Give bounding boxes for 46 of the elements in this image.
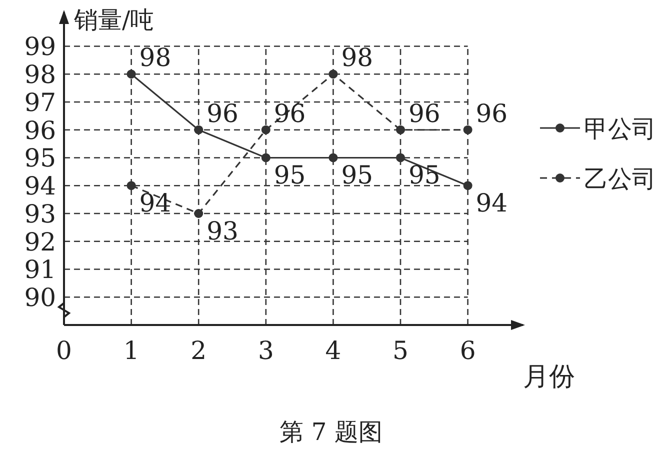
data-label: 94	[139, 188, 172, 218]
y-tick-label: 93	[24, 199, 56, 228]
point	[396, 153, 405, 162]
point	[261, 125, 270, 134]
y-tick-label: 95	[24, 144, 56, 173]
data-label: 96	[476, 98, 508, 128]
x-tick-label: 1	[123, 336, 140, 365]
point	[126, 70, 136, 79]
x-axis-title: 月份	[523, 362, 575, 392]
point	[261, 153, 270, 162]
text: 第 7 题图	[280, 418, 382, 446]
x-tick-label: 0	[56, 336, 72, 365]
legend-label: 甲公司	[584, 115, 656, 143]
point	[194, 125, 204, 134]
x-tick-label: 2	[190, 336, 207, 365]
x-tick-label: 6	[460, 336, 476, 365]
y-tick-label: 90	[24, 283, 56, 312]
point	[396, 125, 405, 134]
data-label: 96	[274, 98, 306, 128]
y-tick-label: 91	[24, 255, 56, 284]
data-label: 96	[408, 98, 440, 128]
y-tick-label: 96	[24, 116, 56, 145]
y-tick-label: 92	[24, 227, 56, 256]
x-tick-label: 5	[392, 336, 408, 365]
data-label: 95	[341, 160, 374, 190]
data-label: 98	[139, 43, 172, 72]
y-tick-label: 99	[24, 32, 56, 62]
y-tick-label: 94	[24, 172, 56, 201]
point	[463, 125, 472, 134]
data-label: 95	[274, 160, 306, 190]
data-label: 94	[476, 188, 508, 218]
point	[194, 208, 204, 218]
point	[126, 181, 136, 190]
data-label: 95	[408, 160, 440, 190]
legend-label: 乙公司	[584, 165, 656, 193]
data-label: 98	[341, 43, 374, 72]
point	[328, 153, 338, 162]
y-axis-title: 销量/吨	[73, 6, 154, 34]
y-tick-label: 97	[24, 88, 56, 117]
point	[463, 181, 472, 190]
y-tick-label: 98	[24, 60, 56, 90]
x-tick-label: 3	[258, 336, 274, 365]
data-label: 93	[206, 216, 238, 246]
point	[328, 70, 338, 79]
x-tick-label: 4	[325, 336, 342, 365]
data-label: 96	[206, 98, 238, 128]
